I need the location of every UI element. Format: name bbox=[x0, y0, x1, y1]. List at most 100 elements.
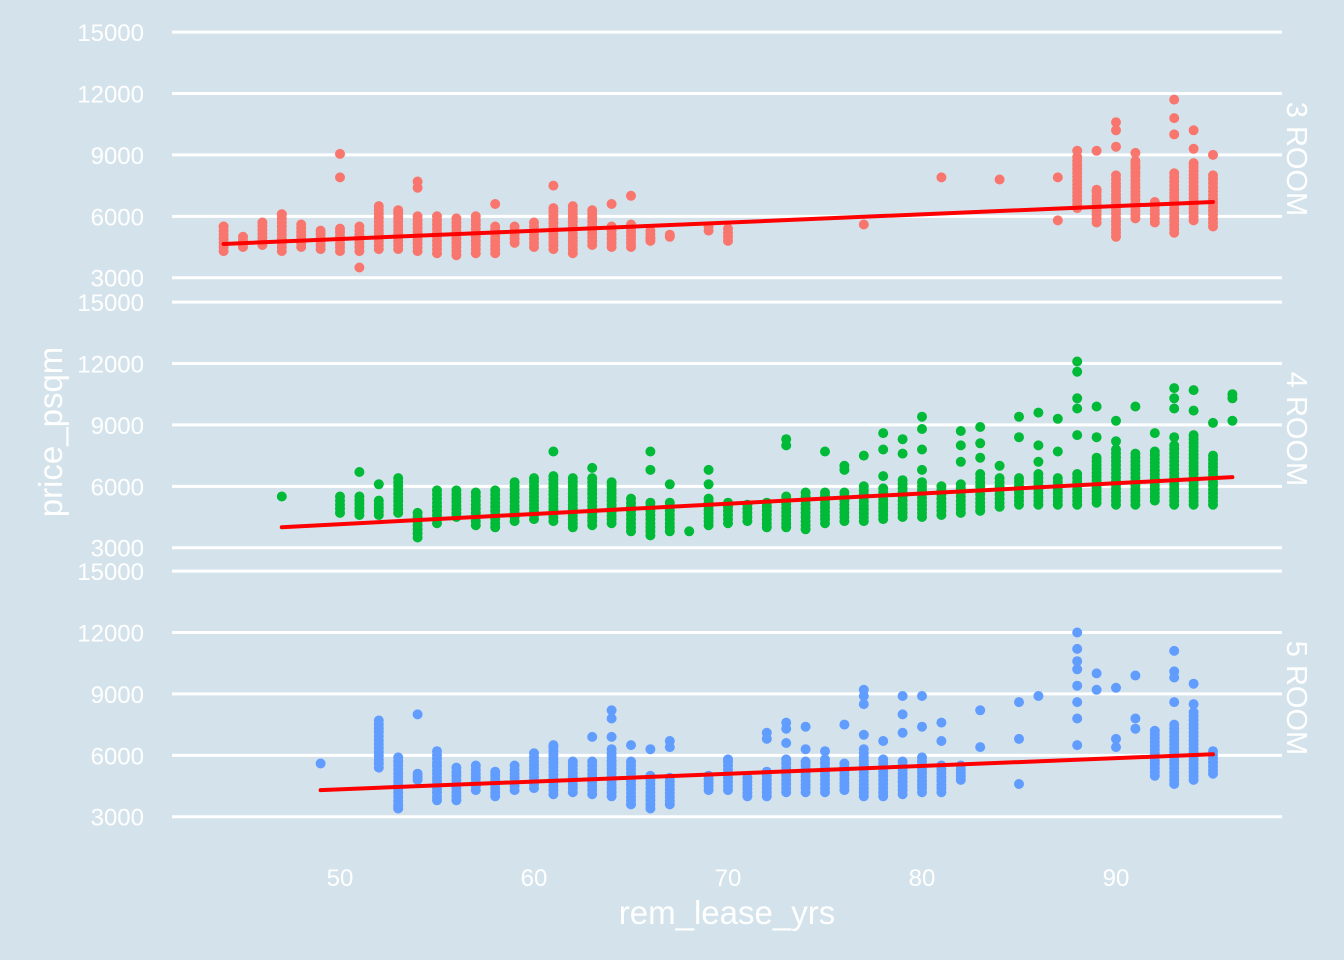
trend-line bbox=[221, 199, 1215, 246]
data-point bbox=[412, 211, 423, 222]
data-point bbox=[878, 483, 889, 494]
data-point bbox=[1169, 697, 1180, 708]
data-point bbox=[858, 729, 869, 740]
data-point bbox=[645, 233, 656, 244]
data-point bbox=[1014, 697, 1024, 708]
data-point bbox=[393, 207, 404, 218]
data-point bbox=[315, 758, 326, 769]
data-point bbox=[684, 526, 695, 537]
data-point bbox=[897, 709, 908, 720]
data-point bbox=[373, 201, 384, 212]
data-point bbox=[820, 487, 830, 498]
data-point bbox=[1169, 129, 1180, 140]
data-point bbox=[432, 746, 442, 757]
data-point bbox=[1072, 403, 1083, 414]
data-point bbox=[820, 446, 830, 457]
data-point bbox=[1169, 440, 1180, 451]
facet-panel: 3000 6000 9000 12000 15000 4 ROOM bbox=[77, 290, 1312, 563]
y-tick-label: 9000 bbox=[91, 413, 144, 440]
data-point bbox=[839, 464, 850, 475]
data-point bbox=[432, 211, 442, 222]
data-point bbox=[1111, 444, 1121, 455]
data-point bbox=[567, 473, 578, 484]
data-point bbox=[451, 213, 462, 224]
data-point bbox=[839, 758, 850, 769]
data-point bbox=[238, 231, 248, 242]
data-point bbox=[606, 744, 617, 755]
data-point bbox=[257, 217, 268, 228]
data-point bbox=[1130, 162, 1141, 173]
data-point bbox=[373, 715, 384, 726]
data-point bbox=[548, 446, 559, 457]
data-point bbox=[335, 223, 345, 234]
data-point bbox=[626, 756, 636, 767]
data-point bbox=[1091, 684, 1102, 695]
data-point bbox=[761, 733, 772, 744]
data-point bbox=[587, 205, 598, 216]
x-tick-label: 70 bbox=[715, 865, 742, 892]
data-point bbox=[1208, 417, 1218, 428]
data-point bbox=[994, 174, 1005, 185]
data-point bbox=[393, 801, 404, 812]
data-point bbox=[781, 738, 792, 748]
facet-panel: 3000 6000 9000 12000 15000 5 ROOM bbox=[77, 559, 1312, 832]
data-point bbox=[1072, 430, 1083, 441]
trend-line bbox=[279, 475, 1235, 530]
data-point bbox=[917, 752, 927, 763]
data-point bbox=[955, 456, 966, 467]
data-point bbox=[1169, 113, 1180, 124]
data-point bbox=[1208, 149, 1218, 160]
x-tick-label: 90 bbox=[1103, 865, 1130, 892]
data-point bbox=[451, 485, 462, 496]
data-point bbox=[509, 221, 520, 232]
data-point bbox=[878, 444, 889, 455]
data-point bbox=[781, 440, 792, 451]
data-point bbox=[994, 460, 1005, 471]
data-point bbox=[955, 479, 966, 490]
data-point bbox=[567, 756, 578, 767]
y-tick-label: 15000 bbox=[77, 290, 144, 317]
data-point bbox=[587, 462, 598, 473]
data-point bbox=[626, 493, 636, 504]
data-point bbox=[1149, 725, 1160, 736]
data-point bbox=[1072, 627, 1083, 638]
data-point bbox=[936, 172, 947, 183]
data-point bbox=[412, 507, 423, 518]
data-point bbox=[955, 440, 966, 451]
data-point bbox=[1052, 473, 1063, 484]
data-point bbox=[1111, 733, 1121, 744]
data-point bbox=[296, 219, 307, 230]
data-point bbox=[645, 446, 656, 457]
data-point bbox=[723, 754, 733, 765]
data-point bbox=[1091, 452, 1102, 463]
data-point bbox=[917, 464, 927, 475]
data-point bbox=[1188, 143, 1199, 154]
data-point bbox=[1188, 385, 1199, 396]
data-point bbox=[1091, 432, 1102, 443]
data-point bbox=[858, 744, 869, 755]
data-point bbox=[412, 182, 423, 193]
data-point bbox=[412, 709, 423, 720]
data-point bbox=[839, 719, 850, 730]
data-point bbox=[1169, 383, 1180, 394]
data-point bbox=[1111, 125, 1121, 136]
data-point bbox=[917, 444, 927, 455]
y-tick-label: 9000 bbox=[91, 682, 144, 709]
y-tick-label: 3000 bbox=[91, 805, 144, 832]
facet-strip-label: 3 ROOM bbox=[1280, 102, 1312, 216]
data-point bbox=[1072, 656, 1083, 667]
y-tick-label: 15000 bbox=[77, 559, 144, 586]
data-point bbox=[645, 744, 656, 755]
y-tick-label: 15000 bbox=[77, 20, 144, 47]
data-point bbox=[470, 760, 481, 771]
data-point bbox=[354, 262, 365, 273]
data-point bbox=[393, 473, 404, 484]
data-point bbox=[781, 723, 792, 734]
data-point bbox=[1033, 440, 1044, 451]
data-point bbox=[1111, 117, 1121, 128]
y-tick-label: 12000 bbox=[77, 82, 144, 109]
data-point bbox=[490, 766, 501, 777]
data-point bbox=[1091, 145, 1102, 156]
data-point bbox=[1130, 401, 1141, 412]
